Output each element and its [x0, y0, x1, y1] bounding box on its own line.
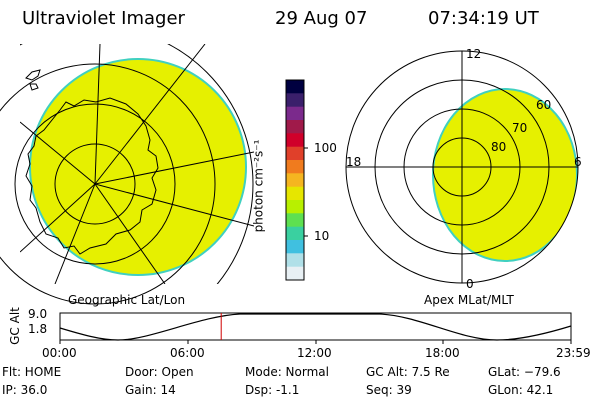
colorbar-segment [286, 200, 304, 214]
mlt-label-18: 18 [346, 155, 362, 169]
coastline-island [25, 69, 41, 91]
mlat-label-80: 80 [491, 140, 507, 154]
colorbar [285, 79, 308, 281]
info-gc-alt: GC Alt: 7.5 Re [366, 365, 450, 379]
geographic-lat-circle [20, 44, 254, 284]
colorbar-segment [286, 146, 304, 161]
mlt-label-12: 12 [466, 47, 482, 61]
colorbar-segment [286, 226, 304, 241]
colorbar-segment [286, 133, 304, 148]
info-glon: GLon: 42.1 [488, 383, 554, 397]
altitude-ylabel: GC Alt [7, 307, 22, 345]
altitude-xtick: 00:00 [42, 346, 77, 360]
info-dsp: Dsp: -1.1 [245, 383, 300, 397]
mlat-label-70: 70 [512, 121, 528, 135]
colorbar-segment [286, 266, 304, 281]
coastline [25, 97, 159, 255]
altitude-xtick: 18:00 [425, 346, 460, 360]
observation-date: 29 Aug 07 [275, 8, 368, 29]
mlt-label-0: 0 [466, 277, 474, 291]
info-ip: IP: 36.0 [2, 383, 48, 397]
geographic-panel [0, 44, 254, 305]
mlt-label-6: 6 [574, 155, 582, 169]
mlat-label-60: 60 [536, 98, 552, 112]
altitude-plot [59, 312, 572, 344]
geographic-lat-circle [0, 63, 216, 305]
altitude-plot-frame [59, 312, 572, 341]
geographic-lat-circle [54, 143, 136, 225]
info-flight: Flt: HOME [2, 365, 62, 379]
altitude-curve [59, 313, 572, 341]
info-glat: GLat: −79.6 [488, 365, 561, 379]
altitude-xtick: 23:59 [556, 346, 591, 360]
geographic-caption: Geographic Lat/Lon [68, 293, 186, 307]
info-mode: Mode: Normal [245, 365, 329, 379]
altitude-ytick-low: 1.8 [28, 322, 48, 336]
colorbar-segment [286, 186, 304, 201]
geographic-lat-circle [14, 103, 176, 265]
colorbar-tick-100: 100 [314, 141, 337, 155]
magnetic-panel [345, 50, 579, 284]
colorbar-unit-label: photon cm⁻²s⁻¹ [251, 139, 266, 233]
magnetic-caption: Apex MLat/MLT [424, 293, 514, 307]
observation-time: 07:34:19 UT [428, 8, 539, 29]
colorbar-tick-10: 10 [314, 229, 330, 243]
info-seq: Seq: 39 [366, 383, 412, 397]
colorbar-frame [285, 79, 305, 281]
magnetic-uv-image [432, 88, 578, 262]
colorbar-segment [286, 173, 304, 188]
info-gain: Gain: 14 [125, 383, 176, 397]
colorbar-segment [286, 160, 304, 174]
colorbar-segment [286, 106, 304, 121]
colorbar-segment [286, 80, 304, 94]
colorbar-segment [286, 120, 304, 134]
geographic-meridians [20, 44, 254, 284]
colorbar-segment [286, 253, 304, 268]
instrument-title: Ultraviolet Imager [22, 8, 185, 29]
colorbar-segment [286, 240, 304, 254]
altitude-xtick: 12:00 [297, 346, 332, 360]
altitude-xtick: 06:00 [170, 346, 205, 360]
colorbar-segment [286, 213, 304, 228]
info-door: Door: Open [125, 365, 194, 379]
altitude-ytick-high: 9.0 [28, 307, 48, 321]
colorbar-segment [286, 93, 304, 108]
altitude-x-ticks [59, 340, 572, 344]
